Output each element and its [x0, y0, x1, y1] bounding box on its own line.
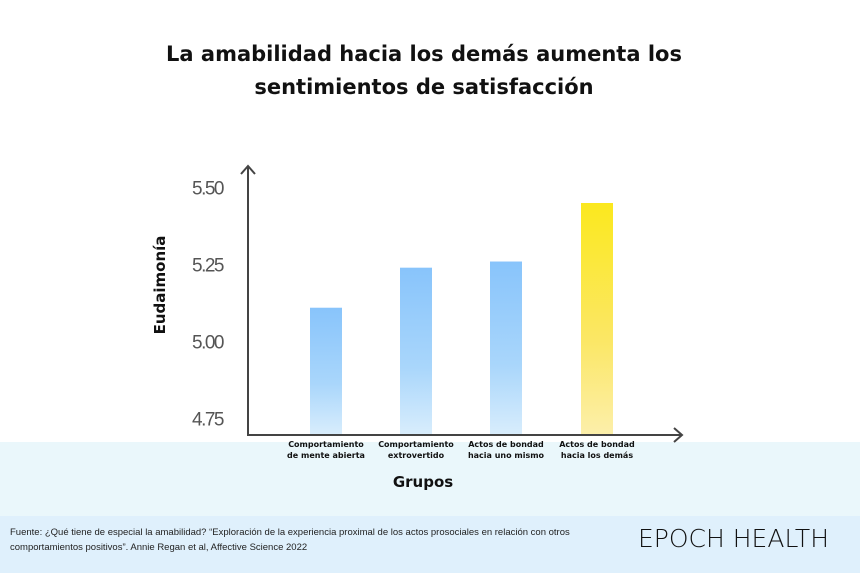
- x-tick-label: de mente abierta: [287, 451, 365, 460]
- x-tick-label: Actos de bondad: [559, 440, 635, 449]
- title-line-2: sentimientos de satisfacción: [254, 75, 594, 99]
- x-tick-label: Comportamiento: [288, 440, 364, 449]
- y-tick-label: 5.00: [192, 333, 224, 354]
- y-tick-label: 5.25: [192, 256, 224, 277]
- y-axis-label: Eudaimonía: [151, 236, 169, 335]
- background-band: [0, 442, 860, 516]
- source-citation: Fuente: ¿Qué tiene de especial la amabil…: [10, 525, 610, 555]
- x-axis-label: Grupos: [393, 473, 453, 491]
- bar-1: [310, 307, 342, 434]
- x-tick-label: Comportamiento: [378, 440, 454, 449]
- source-line-1: Fuente: ¿Qué tiene de especial la amabil…: [10, 527, 570, 538]
- bar-2: [400, 267, 432, 434]
- x-tick-label: Actos de bondad: [468, 440, 544, 449]
- chart-title: La amabilidad hacia los demás aumenta lo…: [0, 38, 848, 104]
- y-tick-label: 4.75: [192, 410, 224, 431]
- y-tick-label: 5.50: [192, 179, 224, 200]
- x-tick-label: hacia uno mismo: [468, 451, 545, 460]
- x-axis-arrow: [673, 427, 684, 443]
- brand-logo: EPOCH HEALTH: [638, 524, 830, 553]
- footer-band: [0, 516, 860, 573]
- bar-4: [581, 203, 613, 434]
- bar-3: [490, 261, 522, 434]
- title-line-1: La amabilidad hacia los demás aumenta lo…: [166, 42, 682, 66]
- x-tick-label: hacia los demás: [561, 451, 633, 460]
- x-tick-label: extrovertido: [388, 451, 445, 460]
- source-line-2: comportamientos positivos”. Annie Regan …: [10, 542, 308, 553]
- y-axis-arrow: [240, 164, 256, 175]
